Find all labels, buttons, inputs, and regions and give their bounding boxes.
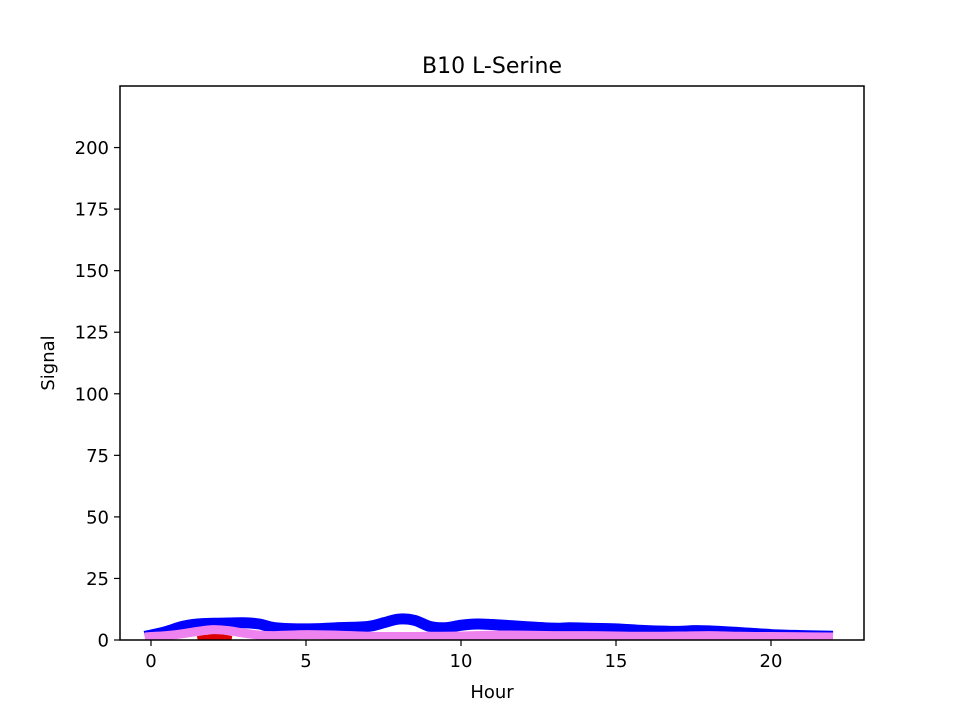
- y-tick-label: 200: [75, 138, 109, 159]
- y-tick-label: 125: [75, 323, 109, 344]
- y-tick-label: 75: [86, 446, 109, 467]
- y-tick-label: 0: [98, 631, 109, 652]
- x-tick-label: 10: [450, 651, 473, 672]
- y-axis-ticks: 0 25 50 75 100 125 150 175 200: [75, 138, 120, 652]
- x-tick-label: 5: [300, 651, 311, 672]
- y-tick-label: 25: [86, 569, 109, 590]
- y-tick-label: 150: [75, 261, 109, 282]
- plot-layer: [143, 613, 834, 640]
- x-tick-label: 0: [145, 651, 156, 672]
- x-axis-ticks: 0 5 10 15 20: [145, 640, 782, 672]
- y-tick-label: 175: [75, 200, 109, 221]
- series-line-3: [144, 625, 834, 640]
- y-axis-label: Signal: [38, 335, 59, 390]
- series-line-2: [197, 633, 233, 640]
- series-line-1: [143, 613, 834, 640]
- y-tick-label: 100: [75, 384, 109, 405]
- y-tick-label: 50: [86, 507, 109, 528]
- x-tick-label: 20: [760, 651, 783, 672]
- axes-frame: [119, 85, 865, 641]
- x-tick-label: 15: [605, 651, 628, 672]
- chart-title: B10 L-Serine: [422, 54, 562, 79]
- x-axis-label: Hour: [470, 682, 514, 703]
